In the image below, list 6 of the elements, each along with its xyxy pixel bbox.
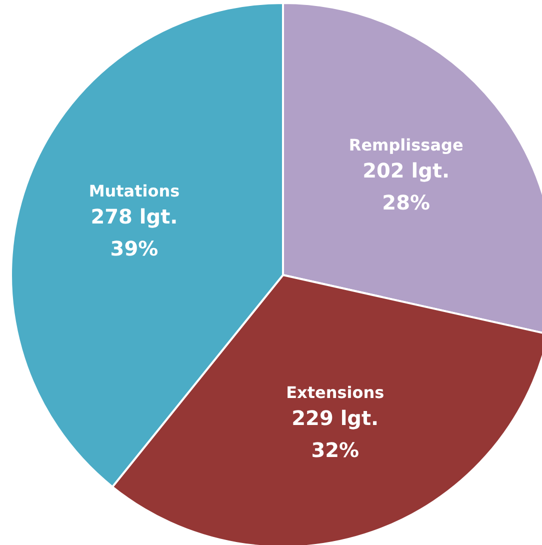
- data-label: 229 lgt. 32%: [292, 406, 379, 462]
- slice-label: Remplissage: [348, 135, 464, 154]
- slice-label: Extensions: [286, 383, 384, 402]
- data-label: 278 lgt. 39%: [90, 204, 178, 261]
- data-label: 202 lgt. 28%: [362, 158, 450, 215]
- slice-label: Mutations: [88, 182, 180, 201]
